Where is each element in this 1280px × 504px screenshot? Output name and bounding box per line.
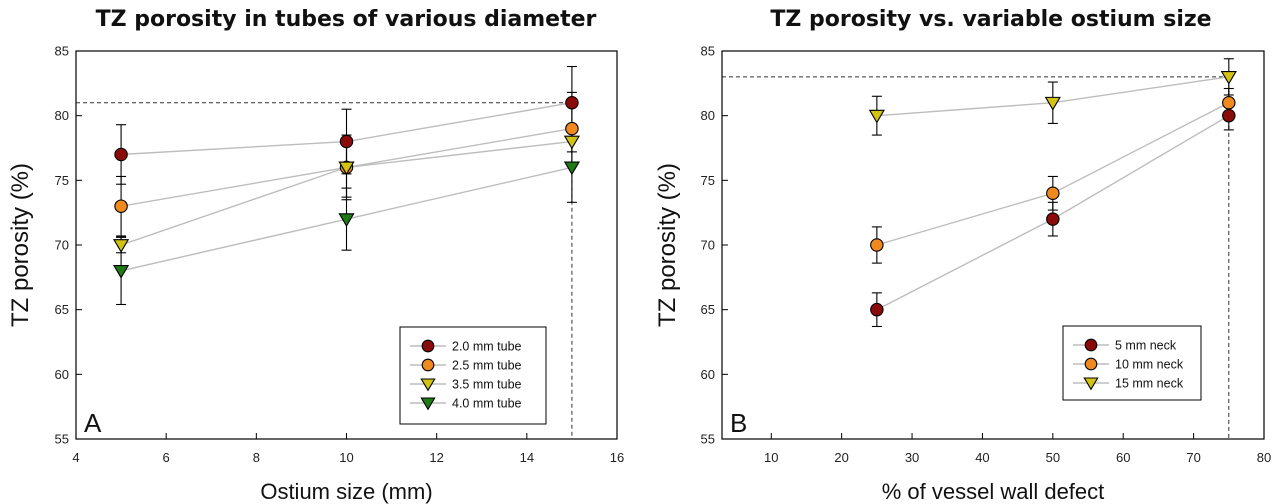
data-point (565, 121, 579, 136)
x-tick-label: 16 (610, 450, 624, 465)
data-point (1046, 186, 1060, 201)
legend-marker (421, 358, 435, 372)
x-tick-label: 14 (520, 450, 534, 465)
y-tick-label: 55 (55, 432, 69, 447)
legend-label: 2.5 mm tube (452, 359, 522, 373)
panel-letter: A (84, 408, 102, 438)
x-tick-label: 8 (253, 450, 260, 465)
legend-marker (421, 339, 435, 353)
legend-label: 3.5 mm tube (452, 378, 522, 392)
x-tick-label: 6 (163, 450, 170, 465)
data-point (339, 134, 354, 149)
x-tick-label: 50 (1046, 450, 1060, 465)
x-axis-label: % of vessel wall defect (882, 479, 1105, 504)
legend-marker (1083, 377, 1099, 391)
y-tick-label: 80 (55, 108, 69, 123)
data-point (114, 147, 128, 162)
legend-marker (420, 378, 436, 392)
legend-label: 4.0 mm tube (452, 397, 522, 411)
y-axis-label: TZ porosity (%) (654, 163, 681, 327)
y-tick-label: 65 (55, 302, 69, 317)
chart-title: TZ porosity in tubes of various diameter (96, 7, 597, 32)
data-point (114, 199, 128, 213)
chart-panel-b: TZ porosity vs. variable ostium size 55 60… (654, 7, 1271, 504)
x-tick-label: 10 (339, 450, 353, 465)
data-point (870, 302, 884, 317)
legend-label: 5 mm neck (1115, 339, 1177, 353)
data-point (1044, 96, 1061, 111)
x-tick-label: 20 (834, 450, 848, 465)
legend-marker (1084, 338, 1098, 352)
x-tick-label: 40 (975, 450, 989, 465)
x-tick-label: 80 (1257, 450, 1271, 465)
data-point (868, 109, 885, 124)
data-point (1220, 70, 1237, 85)
y-tick-label: 80 (701, 108, 715, 123)
x-tick-label: 10 (764, 450, 778, 465)
y-tick-label: 85 (55, 44, 69, 59)
data-point (565, 95, 579, 110)
chart-panel-a: TZ porosity in tubes of various diameter… (7, 7, 624, 504)
y-tick-label: 60 (55, 367, 69, 382)
data-point (870, 238, 884, 252)
y-tick-label: 55 (701, 432, 715, 447)
legend-label: 15 mm neck (1115, 377, 1184, 391)
legend-label: 10 mm neck (1115, 358, 1184, 372)
data-point (112, 264, 130, 279)
legend-label: 2.0 mm tube (452, 340, 522, 354)
data-point (1046, 212, 1060, 226)
x-tick-label: 12 (429, 450, 443, 465)
x-tick-label: 4 (72, 450, 79, 465)
data-point (338, 213, 355, 227)
data-point (1222, 95, 1236, 110)
y-tick-label: 70 (55, 238, 69, 253)
legend: 2.0 mm tube 2.5 mm tube 3.5 mm tube 4.0 mm … (399, 326, 547, 425)
legend: 5 mm neck 10 mm neck 15 mm neck (1062, 325, 1202, 401)
x-tick-label: 60 (1116, 450, 1130, 465)
data-point (1222, 108, 1236, 123)
data-point (338, 161, 355, 176)
x-axis-label: Ostium size (mm) (260, 479, 432, 504)
y-tick-label: 85 (701, 44, 715, 59)
panel-letter: B (730, 408, 747, 438)
legend-marker (420, 397, 436, 411)
y-tick-label: 75 (701, 173, 715, 188)
y-tick-label: 75 (55, 173, 69, 188)
data-point (563, 161, 581, 176)
y-axis-label: TZ porosity (%) (7, 163, 34, 327)
y-tick-label: 60 (701, 367, 715, 382)
x-tick-label: 70 (1186, 450, 1200, 465)
y-tick-label: 70 (701, 238, 715, 253)
x-tick-label: 30 (905, 450, 919, 465)
chart-title: TZ porosity vs. variable ostium size (770, 7, 1211, 32)
data-point (563, 135, 581, 150)
legend-marker (1084, 357, 1098, 371)
y-tick-label: 65 (701, 302, 715, 317)
data-point (112, 239, 130, 253)
